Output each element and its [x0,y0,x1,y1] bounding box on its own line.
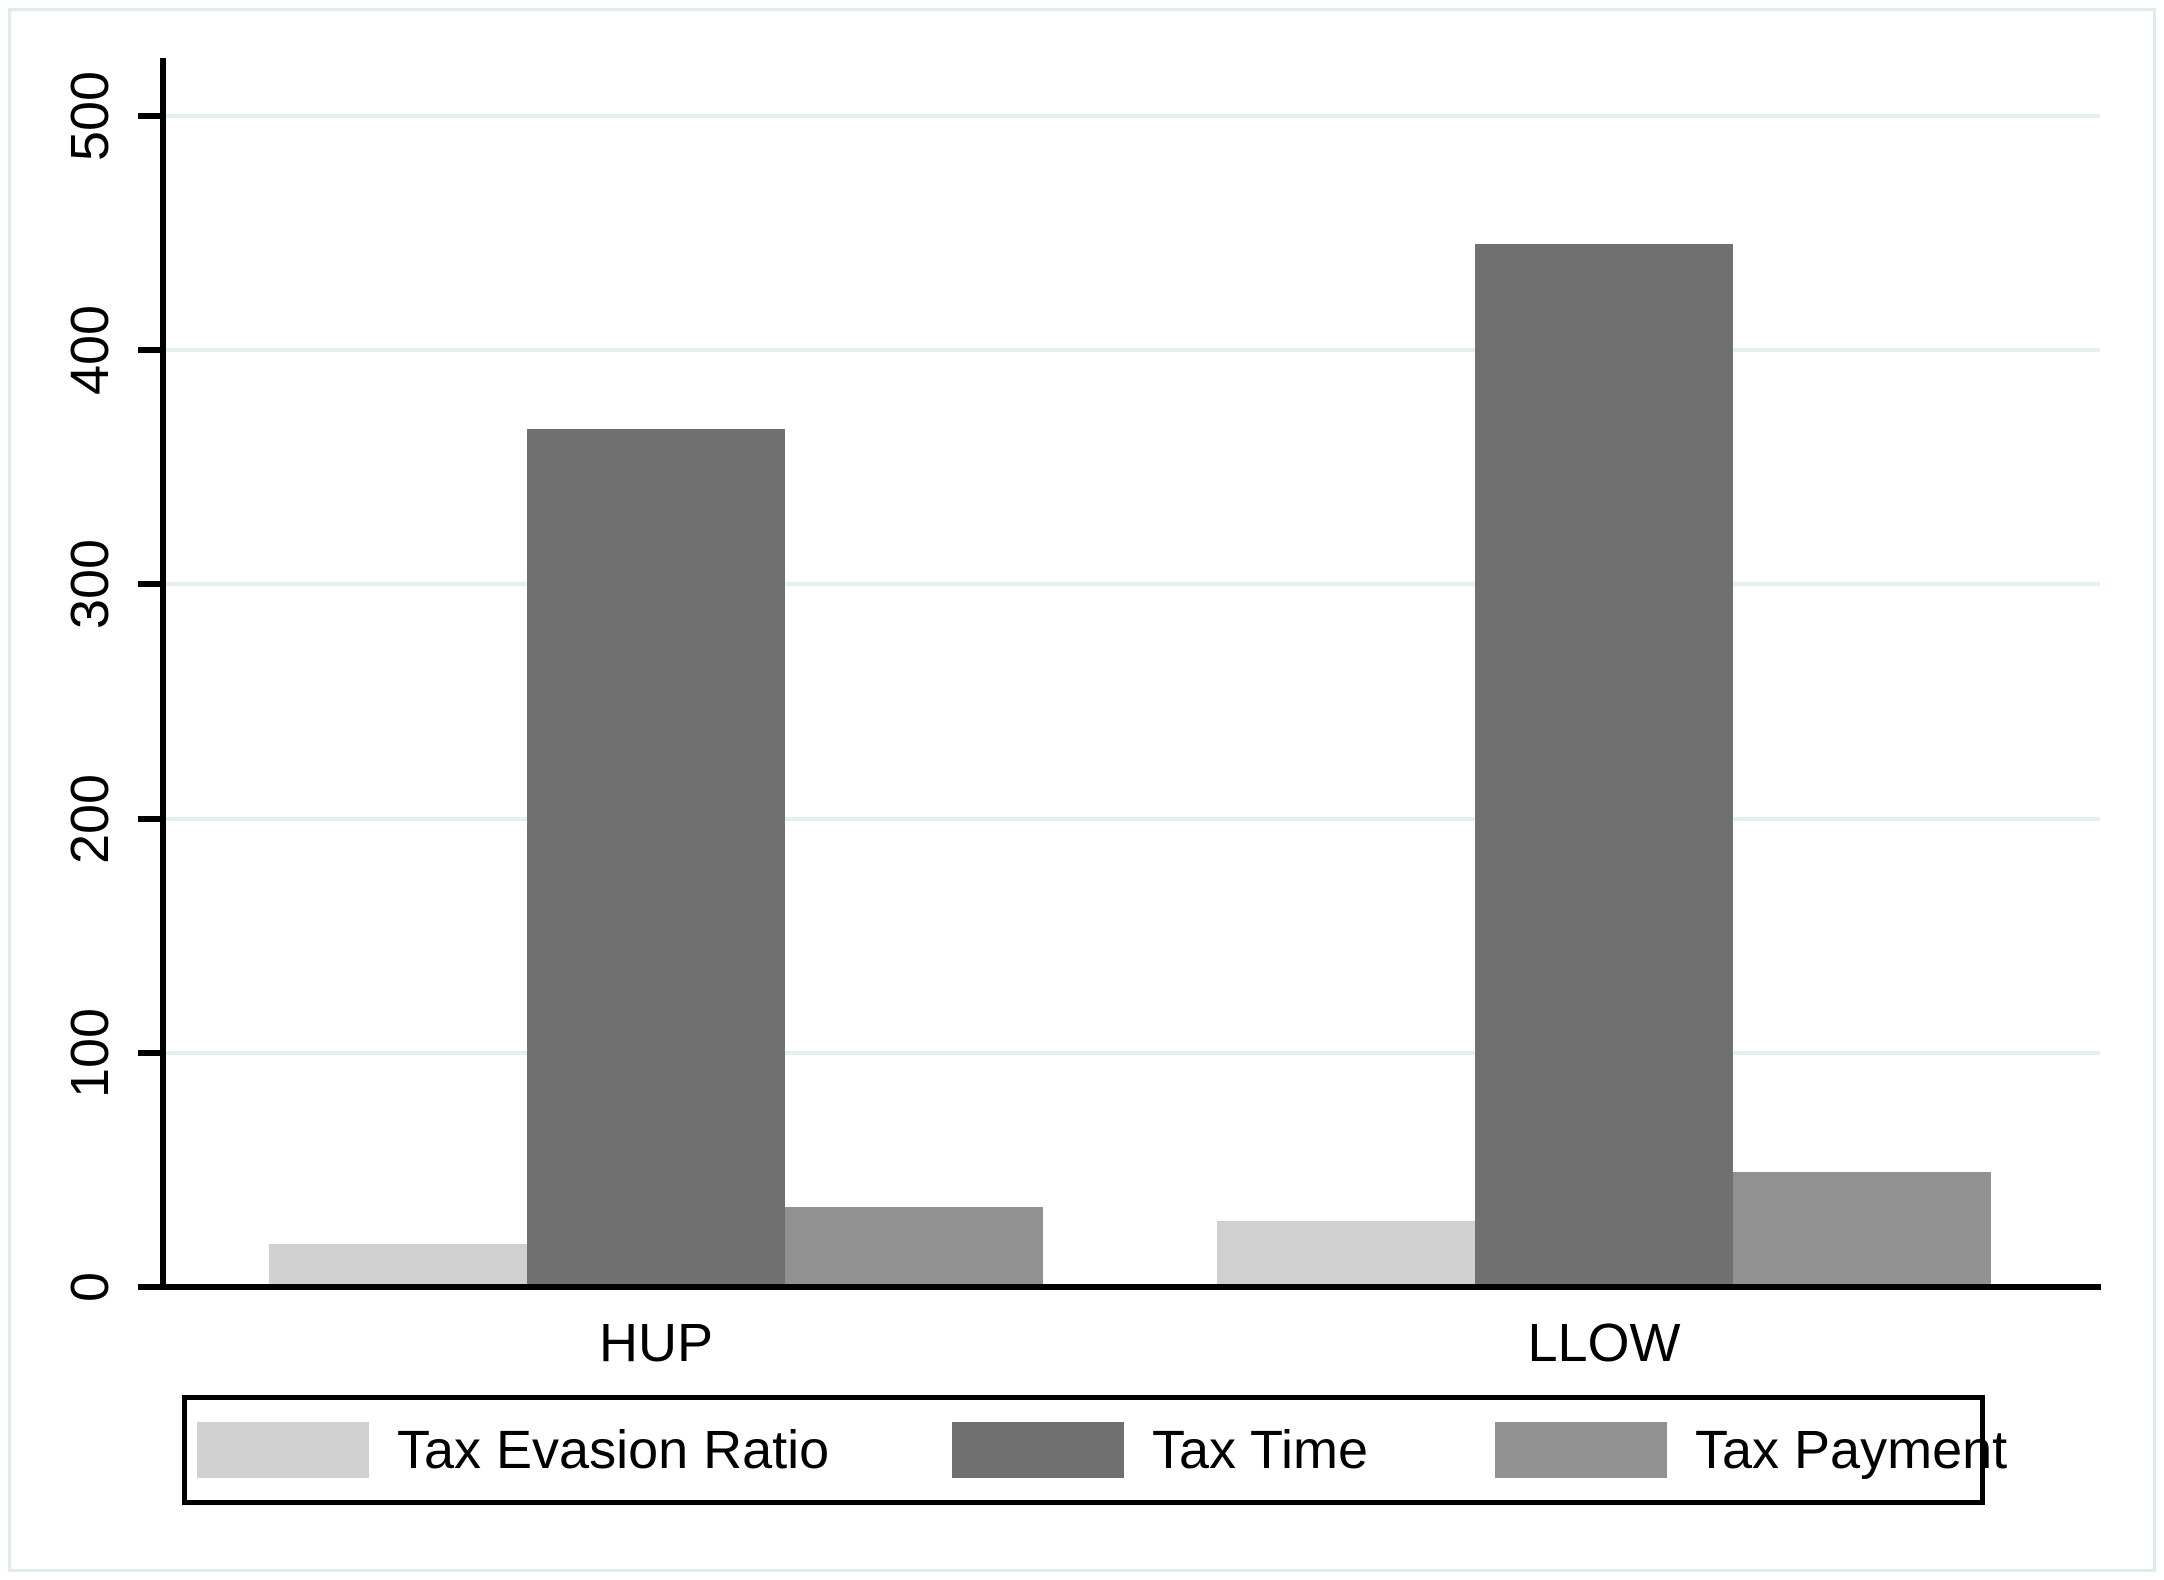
legend-swatch-tax-payment [1495,1422,1667,1478]
legend-label-tax-time: Tax Time [1152,1420,1369,1480]
y-tick-200 [138,815,162,822]
bar-hup-tax-evasion-ratio [269,1244,527,1284]
x-category-label-llow: LLOW [1527,1313,1681,1373]
y-tick-label-0: 0 [60,1271,120,1303]
legend-box: Tax Evasion Ratio Tax Time Tax Payment [182,1395,2007,1505]
gridline-y-100 [166,1050,2100,1055]
y-tick-400 [138,347,162,354]
y-axis-line [160,58,166,1290]
y-tick-label-200: 200 [60,773,120,864]
y-tick-label-500: 500 [60,70,120,162]
y-tick-label-100: 100 [60,1007,120,1098]
bar-llow-tax-time [1475,244,1733,1284]
bar-llow-tax-payment [1733,1172,1991,1284]
legend-swatch-tax-evasion-ratio [197,1422,369,1478]
figure-border-frame [8,8,2156,1572]
y-tick-label-400: 400 [60,305,120,396]
legend-item-tax-time: Tax Time [952,1400,1368,1500]
x-category-label-hup: HUP [598,1313,714,1373]
y-tick-label-300: 300 [60,539,120,630]
gridline-y-200 [166,816,2100,821]
y-tick-300 [138,581,162,588]
legend-swatch-tax-time [952,1422,1124,1478]
gridline-y-400 [166,348,2100,353]
gridline-y-300 [166,582,2100,587]
y-tick-100 [138,1049,162,1056]
legend-label-tax-payment: Tax Payment [1695,1420,2008,1480]
legend-item-tax-payment: Tax Payment [1495,1400,2007,1500]
gridline-y-500 [166,114,2100,118]
x-axis-line [160,1284,2101,1290]
bar-hup-tax-time [527,429,785,1284]
bar-llow-tax-evasion-ratio [1217,1221,1475,1284]
bar-hup-tax-payment [785,1207,1043,1284]
y-tick-0 [138,1284,162,1290]
y-tick-500 [138,113,162,119]
legend-label-tax-evasion-ratio: Tax Evasion Ratio [397,1420,830,1480]
legend-item-tax-evasion-ratio: Tax Evasion Ratio [197,1400,829,1500]
